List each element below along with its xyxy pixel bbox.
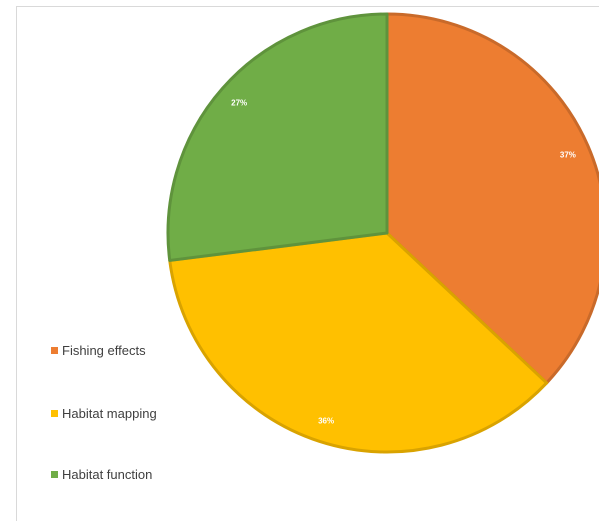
legend-item-fishing-effects: Fishing effects bbox=[51, 343, 146, 358]
legend-item-habitat-function: Habitat function bbox=[51, 467, 152, 482]
legend-swatch-fishing-effects bbox=[51, 347, 58, 354]
data-label-fishing-effects: 37% bbox=[560, 151, 576, 160]
legend-swatch-habitat-mapping bbox=[51, 410, 58, 417]
legend-item-habitat-mapping: Habitat mapping bbox=[51, 406, 157, 421]
pie-slice-habitat-function bbox=[168, 14, 387, 260]
legend-label-habitat-mapping: Habitat mapping bbox=[62, 406, 157, 421]
data-label-habitat-mapping: 36% bbox=[318, 416, 334, 425]
legend-label-fishing-effects: Fishing effects bbox=[62, 343, 146, 358]
legend-swatch-habitat-function bbox=[51, 471, 58, 478]
data-label-habitat-function: 27% bbox=[231, 99, 247, 108]
legend-label-habitat-function: Habitat function bbox=[62, 467, 152, 482]
